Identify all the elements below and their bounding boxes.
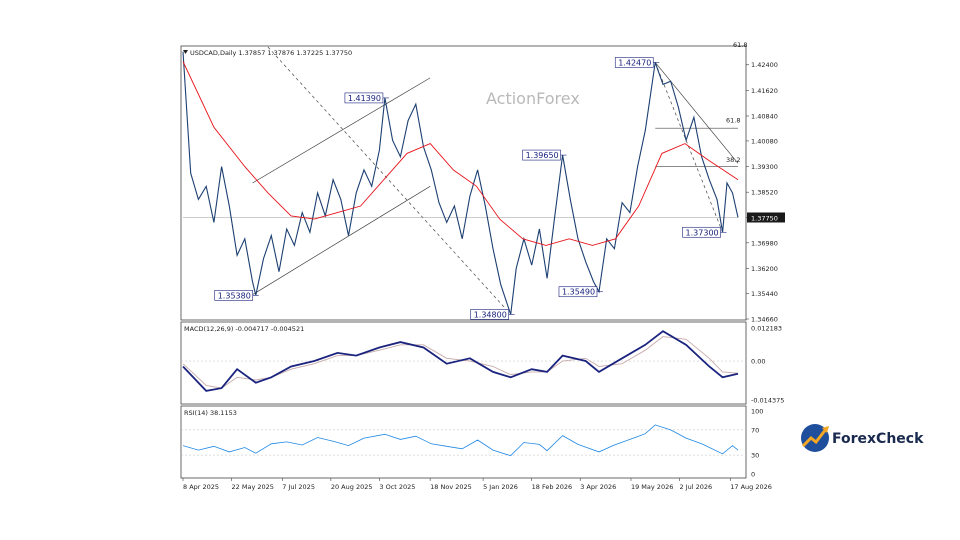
rsi-y-axis: 100 70 30 0 — [181, 408, 763, 479]
price-tick-label: 1.41620 — [751, 87, 778, 95]
current-price-box — [747, 212, 785, 223]
channel-upper-line — [252, 77, 431, 184]
annotation-label: 1.37300 — [686, 228, 719, 237]
symbol-label: USDCAD,Daily 1.37857 1.37876 1.37225 1.3… — [190, 49, 352, 57]
symbol-dropdown-icon[interactable] — [183, 50, 188, 54]
fibonacci-labels: 61.8 61.8 38.2 — [726, 41, 747, 164]
x-tick-label: 19 May 2026 — [631, 483, 673, 491]
macd-tick-label: 0.012183 — [751, 325, 782, 333]
fib-dashed-line — [654, 62, 723, 233]
arrow-head-icon — [822, 426, 829, 433]
rsi-tick-label: 0 — [751, 471, 755, 479]
price-line — [182, 51, 739, 315]
price-tick-label: 1.35440 — [751, 290, 778, 298]
price-tick-label: 1.36980 — [751, 239, 778, 247]
price-annotations: 1.41390 1.35380 1.34800 1.39650 1.35490 1.424… — [214, 57, 727, 320]
globe-icon — [801, 424, 829, 452]
globe-arrow-icon — [801, 428, 828, 448]
x-tick-label: 18 Nov 2025 — [430, 483, 472, 491]
price-y-axis: 1.42400 1.41620 1.40840 1.40080 1.39300 1.385… — [746, 61, 778, 324]
x-tick-label: 2 Jul 2026 — [680, 483, 713, 491]
macd-tick-label: 0.00 — [751, 358, 765, 366]
price-tick-label: 1.38520 — [751, 189, 778, 197]
macd-series-group — [182, 330, 739, 392]
x-tick-label: 5 Jan 2026 — [483, 483, 518, 491]
price-annotation: 1.39650 — [522, 149, 567, 161]
price-tick-label: 1.42400 — [751, 61, 778, 69]
rsi-line — [182, 424, 739, 457]
price-tick-label: 1.40080 — [751, 137, 778, 145]
rsi-tick-label: 100 — [751, 408, 763, 416]
trend-lines — [183, 46, 739, 315]
price-annotation: 1.35380 — [214, 290, 259, 301]
annotation-label: 1.42470 — [618, 58, 651, 67]
channel-lower-line — [252, 185, 431, 295]
x-tick-label: 8 Apr 2025 — [183, 483, 219, 491]
x-tick-label: 20 Aug 2025 — [331, 483, 373, 491]
price-series-group — [182, 51, 739, 315]
price-annotation: 1.37300 — [682, 226, 727, 238]
price-annotation: 1.35490 — [558, 286, 603, 298]
fib-label: 38.2 — [726, 156, 740, 164]
price-annotation: 1.42470 — [614, 57, 660, 68]
price-annotation: 1.41390 — [344, 92, 389, 104]
price-tick-label: 1.40840 — [751, 112, 778, 120]
current-price-label: 1.37750 — [751, 214, 778, 222]
moving-average-line — [182, 61, 739, 246]
annotation-label: 1.41390 — [348, 94, 381, 103]
x-tick-label: 7 Jul 2025 — [282, 483, 315, 491]
x-tick-label: 3 Apr 2026 — [580, 483, 616, 491]
fib-label: 61.8 — [726, 116, 740, 124]
annotation-label: 1.35490 — [562, 288, 595, 297]
price-tick-label: 1.34660 — [751, 316, 778, 324]
macd-main-line — [182, 330, 739, 392]
macd-y-axis: 0.012183 0.00 -0.014375 — [181, 325, 784, 405]
price-annotation: 1.34800 — [470, 309, 515, 320]
annotation-label: 1.35380 — [218, 291, 251, 300]
rsi-panel — [180, 405, 747, 479]
x-tick-label: 17 Aug 2026 — [730, 483, 772, 491]
annotation-label: 1.39650 — [526, 151, 559, 160]
price-tick-label: 1.39300 — [751, 163, 778, 171]
rsi-series-group — [182, 424, 739, 457]
macd-tick-label: -0.014375 — [751, 397, 784, 405]
macd-panel — [180, 321, 747, 405]
current-price-tag: 1.37750 — [747, 212, 785, 223]
downtrend-dashed-line — [267, 46, 511, 315]
x-tick-label: 22 May 2025 — [232, 483, 274, 491]
date-x-axis: 8 Apr 2025 22 May 2025 7 Jul 2025 20 Aug 20… — [182, 478, 772, 491]
rsi-label: RSI(14) 38.1153 — [184, 409, 237, 417]
price-tick-label: 1.36200 — [751, 265, 778, 273]
rsi-tick-label: 70 — [751, 426, 759, 434]
price-panel — [180, 45, 747, 321]
x-tick-label: 3 Oct 2025 — [379, 483, 415, 491]
annotation-label: 1.34800 — [474, 310, 507, 319]
forexcheck-logo-text: ForexCheck — [832, 431, 924, 447]
macd-label: MACD(12,26,9) -0.004717 -0.004521 — [184, 325, 304, 333]
rsi-tick-label: 30 — [751, 452, 759, 460]
fib-label: 61.8 — [733, 41, 747, 49]
forexcheck-logo: ForexCheck — [801, 424, 924, 452]
x-tick-label: 18 Feb 2026 — [532, 483, 572, 491]
actionforex-watermark: ActionForex — [486, 89, 580, 108]
falling-trend-line — [654, 62, 739, 164]
